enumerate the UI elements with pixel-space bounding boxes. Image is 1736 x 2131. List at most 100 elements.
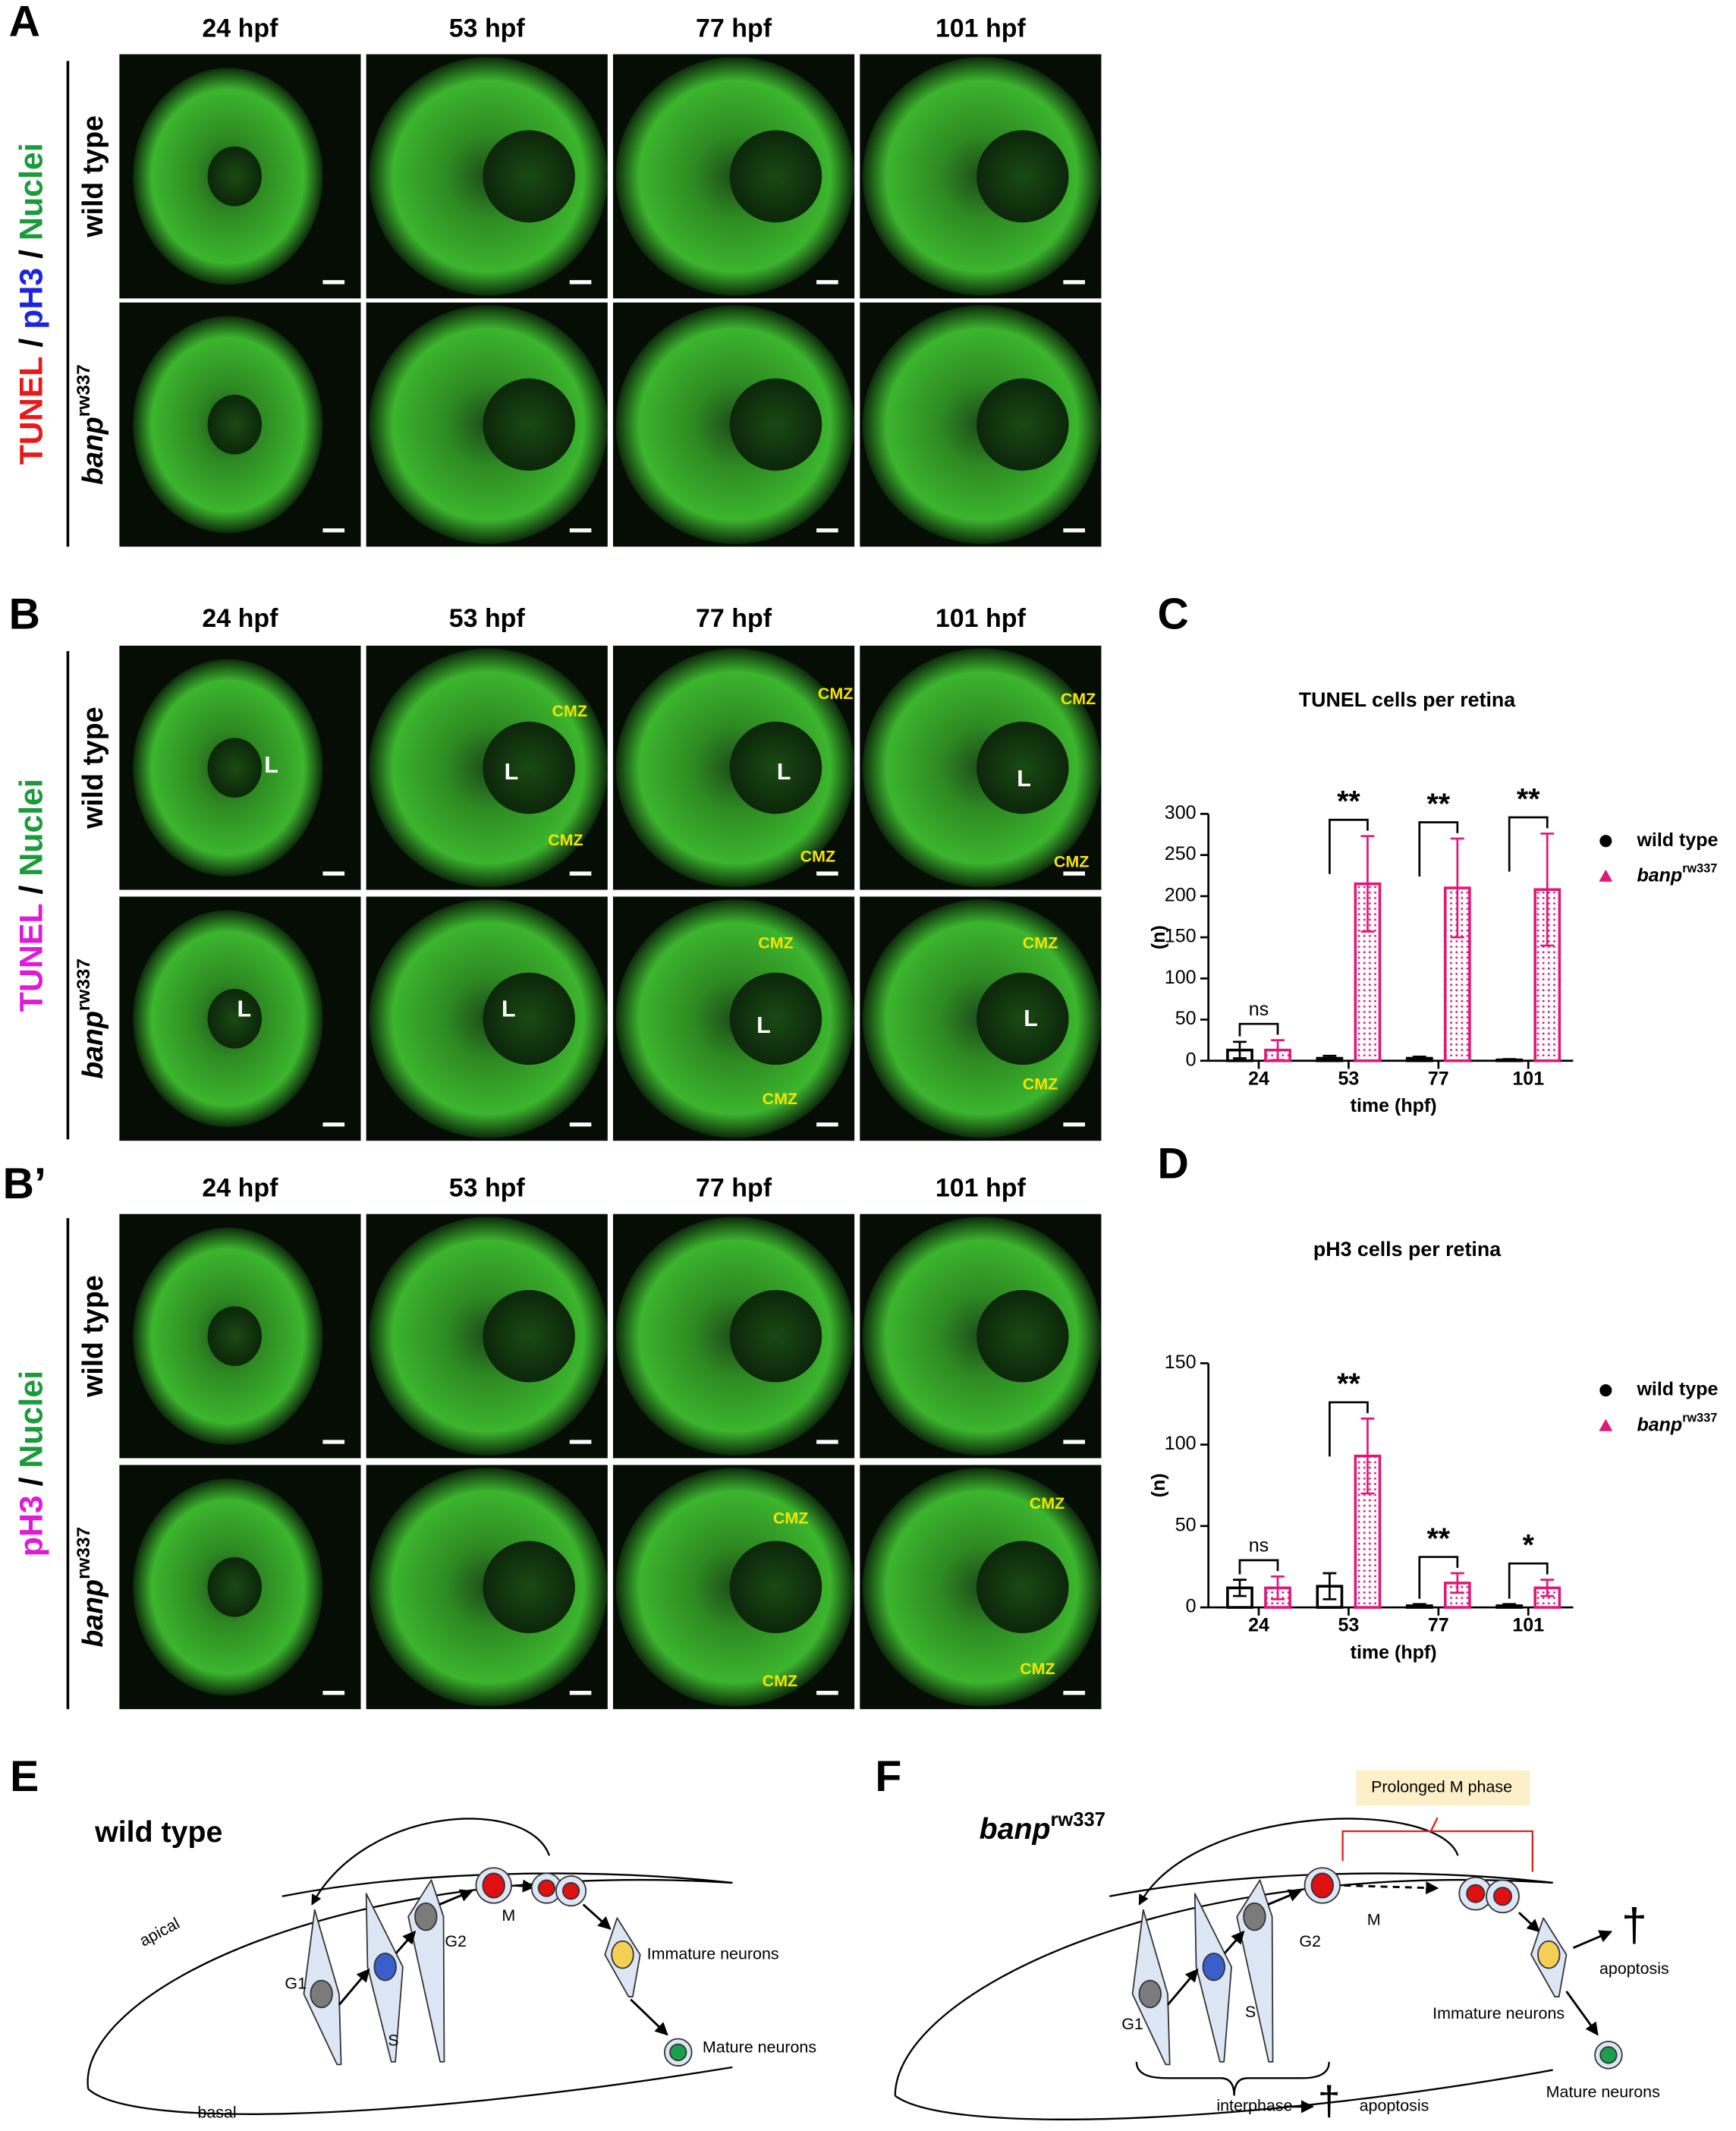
diagram-label: Prolonged M phase xyxy=(1371,1777,1512,1796)
nucleus xyxy=(373,1952,397,1981)
legend-label-main: banp xyxy=(1637,1414,1682,1435)
legend-marker xyxy=(1599,1384,1612,1397)
lens xyxy=(483,1541,575,1634)
row-label: banprw337 xyxy=(74,1527,108,1648)
timepoint-label: 77 hpf xyxy=(696,604,772,633)
image-annotation: CMZ xyxy=(1023,1075,1058,1094)
error-bar xyxy=(1360,1417,1375,1495)
error-bar xyxy=(1502,1058,1517,1062)
image-annotation: CMZ xyxy=(773,1509,808,1528)
timepoint-label: 53 hpf xyxy=(449,1174,526,1203)
stain-part: pH3 xyxy=(14,1495,50,1557)
significance-bracket xyxy=(1418,1556,1459,1599)
arrow xyxy=(1344,1881,1439,1895)
diagram-label: G2 xyxy=(445,1932,467,1950)
row-label-sup: rw337 xyxy=(74,364,94,417)
lens xyxy=(207,1557,263,1617)
diagram-label: G1 xyxy=(1121,2015,1143,2033)
lens xyxy=(483,130,575,223)
panel-letter: C xyxy=(1158,590,1189,638)
timepoint-label: 24 hpf xyxy=(202,1174,278,1203)
image-annotation: L xyxy=(777,759,791,785)
diagram-label: apoptosis xyxy=(1360,2096,1429,2114)
stain-part: / xyxy=(14,329,50,357)
arrow xyxy=(1565,1991,1599,2036)
error-bar xyxy=(1360,835,1375,933)
timepoint-label: 53 hpf xyxy=(449,604,526,633)
chart-title: pH3 cells per retina xyxy=(1313,1238,1502,1261)
diagram-label: S xyxy=(388,2032,398,2050)
significance-label: * xyxy=(1523,1528,1535,1562)
lens xyxy=(729,130,822,223)
stain-label: TUNEL / pH3 / Nuclei xyxy=(14,143,50,464)
arrow xyxy=(1166,1968,1199,2006)
diagram-label: Mature neurons xyxy=(1546,2083,1660,2101)
arrow xyxy=(1517,1912,1541,1933)
lens xyxy=(976,972,1069,1066)
nucleus xyxy=(414,1902,438,1931)
x-tick-label: 101 xyxy=(1512,1615,1544,1636)
diagram-label: † xyxy=(1318,2078,1341,2123)
stain-part: Nuclei xyxy=(14,779,50,877)
diagram-label: M xyxy=(1367,1911,1381,1929)
chart-title: TUNEL cells per retina xyxy=(1299,688,1517,711)
error-bar xyxy=(1502,1603,1517,1609)
image-annotation: CMZ xyxy=(763,1672,797,1690)
timepoint-label: 24 hpf xyxy=(202,604,278,633)
significance-label: ns xyxy=(1249,1535,1269,1557)
significance-label: ** xyxy=(1337,1368,1360,1401)
arrow xyxy=(395,1930,417,1954)
image-annotation: L xyxy=(237,996,252,1022)
image-annotation: CMZ xyxy=(548,831,583,849)
legend-marker xyxy=(1599,1418,1613,1431)
lens xyxy=(729,378,822,471)
image-annotation: L xyxy=(1024,1006,1038,1031)
error-bar xyxy=(1322,1572,1337,1601)
y-axis-label: (n) xyxy=(1148,925,1169,949)
lens xyxy=(207,1306,263,1366)
x-tick-label: 77 xyxy=(1428,1615,1449,1636)
stain-part: TUNEL xyxy=(14,357,50,465)
y-tick-label: 300 xyxy=(1165,802,1197,823)
diagram-label: Immature neurons xyxy=(647,1944,779,1963)
significance-label: ** xyxy=(1337,785,1360,818)
significance-label: ** xyxy=(1517,782,1540,816)
y-tick-label: 0 xyxy=(1186,1596,1197,1617)
image-annotation: CMZ xyxy=(1030,1494,1065,1512)
timepoint-label: 101 hpf xyxy=(936,1174,1027,1203)
basal-curve xyxy=(895,2069,1553,2120)
legend-label: wild type xyxy=(1636,1379,1718,1400)
image-annotation: CMZ xyxy=(1061,690,1096,708)
stain-label: TUNEL / Nuclei xyxy=(14,779,50,1012)
arrow xyxy=(1267,1889,1302,1906)
diagram-label: G1 xyxy=(285,1975,307,1993)
timepoint-label: 24 hpf xyxy=(202,14,278,42)
row-label-main: banp xyxy=(77,1579,108,1648)
y-tick-label: 50 xyxy=(1175,1514,1197,1535)
interphase-brace xyxy=(1135,2061,1330,2096)
nucleus xyxy=(561,1882,580,1900)
nucleus xyxy=(1599,2046,1618,2064)
cycle-arrow xyxy=(311,1818,551,1906)
arrow xyxy=(439,1889,473,1906)
nucleus xyxy=(1492,1887,1513,1906)
y-tick-label: 150 xyxy=(1165,926,1197,947)
diagram-label: Mature neurons xyxy=(703,2038,816,2057)
x-tick-label: 24 xyxy=(1248,1615,1269,1636)
panel-letter: B xyxy=(9,590,40,638)
lens xyxy=(729,721,822,814)
row-label: wild type xyxy=(77,1275,108,1398)
error-bar xyxy=(1233,1579,1247,1597)
y-tick-label: 100 xyxy=(1165,1433,1197,1454)
error-bar xyxy=(1450,837,1464,939)
legend-marker xyxy=(1599,835,1612,848)
nucleus xyxy=(1202,1952,1225,1981)
significance-bracket xyxy=(1238,1559,1279,1575)
significance-bracket xyxy=(1508,1562,1549,1599)
significance-bracket xyxy=(1508,816,1549,872)
image-annotation: CMZ xyxy=(818,685,853,703)
diagram-label: apical xyxy=(137,1914,183,1950)
lens xyxy=(729,1541,822,1634)
nucleus xyxy=(1466,1884,1486,1903)
